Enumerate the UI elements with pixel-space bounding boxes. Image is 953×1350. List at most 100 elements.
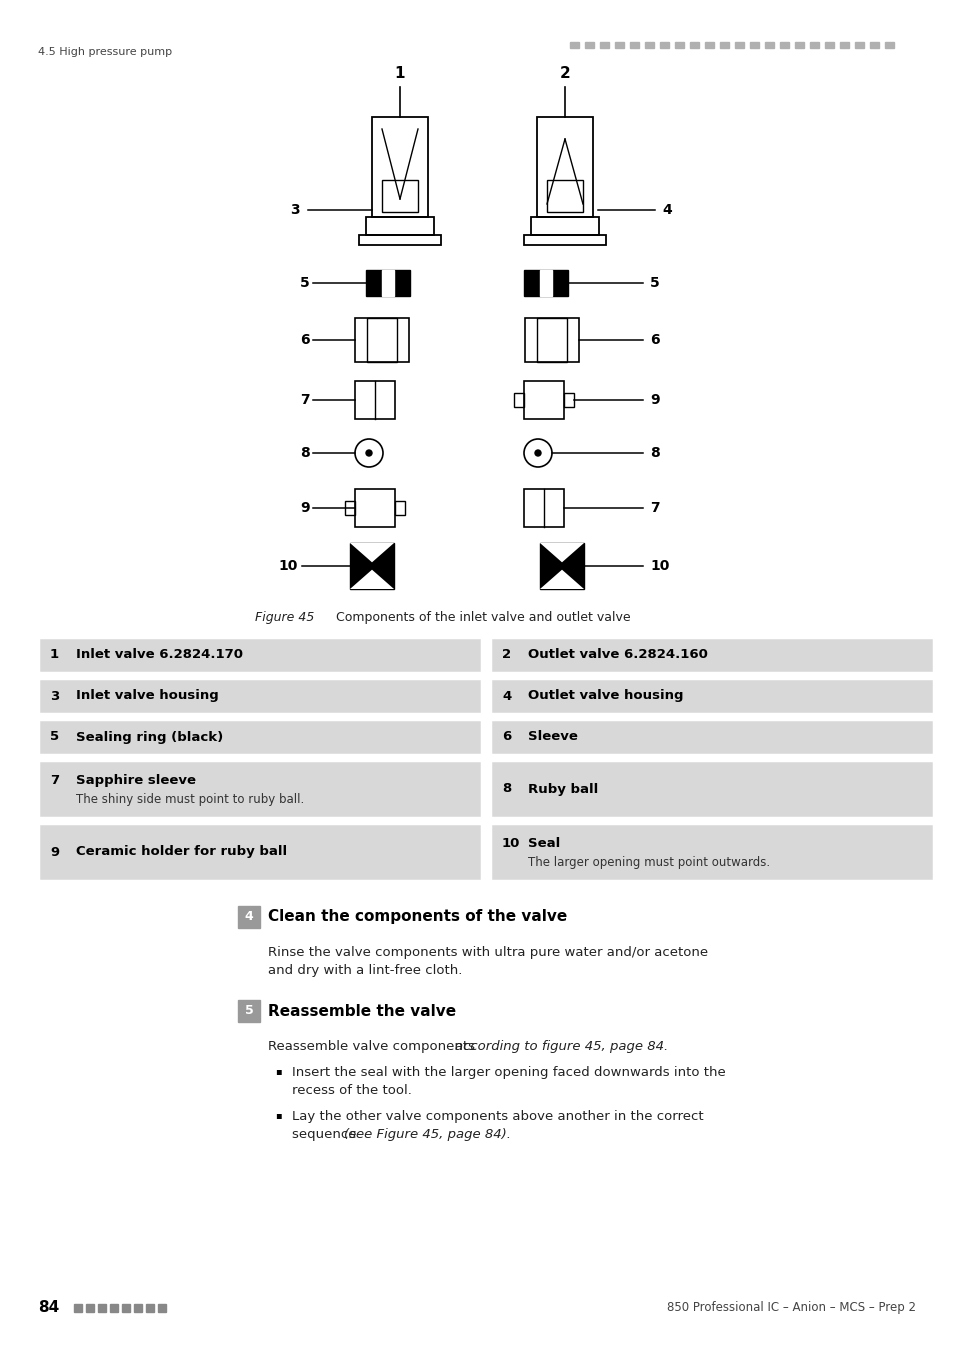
Bar	[38, 720, 481, 755]
Bar	[381, 270, 394, 296]
Text: 4: 4	[244, 910, 253, 923]
Text: 3: 3	[50, 690, 59, 702]
Text: Lay the other valve components above another in the correct: Lay the other valve components above ano…	[292, 1110, 703, 1123]
Bar	[237, 1000, 260, 1022]
Text: 10: 10	[278, 559, 297, 572]
Text: 10: 10	[649, 559, 669, 572]
Bar	[514, 393, 523, 406]
Bar	[38, 720, 481, 755]
Bar	[780, 42, 788, 49]
Text: 4: 4	[501, 690, 511, 702]
Bar	[490, 637, 933, 674]
Bar	[38, 637, 481, 674]
Bar	[110, 1304, 118, 1312]
Bar	[74, 1304, 82, 1312]
Bar	[824, 42, 833, 49]
Bar	[490, 720, 933, 755]
Text: Outlet valve 6.2824.160: Outlet valve 6.2824.160	[527, 648, 707, 662]
Text: Ceramic holder for ruby ball: Ceramic holder for ruby ball	[76, 845, 287, 859]
Text: 850 Professional IC – Anion – MCS – Prep 2: 850 Professional IC – Anion – MCS – Prep…	[666, 1301, 915, 1315]
Bar	[122, 1304, 130, 1312]
Bar	[490, 637, 933, 674]
Bar	[644, 42, 654, 49]
Bar	[689, 42, 699, 49]
Text: 10: 10	[501, 837, 519, 849]
Bar	[704, 42, 713, 49]
Text: Seal: Seal	[527, 837, 559, 849]
Bar	[366, 270, 410, 296]
Text: 7: 7	[50, 774, 59, 787]
Bar	[749, 42, 759, 49]
Bar	[38, 678, 481, 714]
Text: Insert the seal with the larger opening faced downwards into the: Insert the seal with the larger opening …	[292, 1066, 725, 1079]
Bar	[734, 42, 743, 49]
Polygon shape	[539, 570, 583, 589]
Bar	[523, 489, 563, 526]
Text: 2: 2	[501, 648, 511, 662]
Text: 3: 3	[290, 202, 299, 217]
Text: 84: 84	[38, 1300, 59, 1315]
Bar	[720, 42, 728, 49]
Bar	[539, 270, 552, 296]
Bar	[599, 42, 608, 49]
Text: Inlet valve 6.2824.170: Inlet valve 6.2824.170	[76, 648, 243, 662]
Bar	[38, 637, 481, 674]
Bar	[490, 678, 933, 714]
Bar	[98, 1304, 106, 1312]
Text: Reassemble valve components: Reassemble valve components	[268, 1040, 478, 1053]
Text: 6: 6	[300, 333, 310, 347]
Bar	[539, 543, 583, 589]
Text: Sapphire sleeve: Sapphire sleeve	[76, 774, 195, 787]
Text: 5: 5	[300, 275, 310, 290]
Bar	[531, 217, 598, 235]
Text: 6: 6	[649, 333, 659, 347]
Bar	[158, 1304, 166, 1312]
Text: Figure 45: Figure 45	[254, 610, 314, 624]
Bar	[794, 42, 803, 49]
Text: sequence: sequence	[292, 1129, 360, 1141]
Bar	[629, 42, 639, 49]
Bar	[366, 217, 434, 235]
Bar	[537, 319, 566, 362]
Bar	[372, 117, 428, 217]
Text: 9: 9	[50, 845, 59, 859]
Bar	[350, 543, 394, 589]
Bar	[840, 42, 848, 49]
Bar	[38, 760, 481, 818]
Text: 5: 5	[649, 275, 659, 290]
Bar	[659, 42, 668, 49]
Text: ▪: ▪	[274, 1110, 281, 1120]
Bar	[395, 501, 405, 514]
Text: 8: 8	[300, 446, 310, 460]
Bar	[86, 1304, 94, 1312]
Bar	[584, 42, 594, 49]
Text: 8: 8	[649, 446, 659, 460]
Text: Outlet valve housing: Outlet valve housing	[527, 690, 682, 702]
Bar	[381, 180, 417, 212]
Polygon shape	[350, 570, 394, 589]
Text: 1: 1	[50, 648, 59, 662]
Text: 9: 9	[649, 393, 659, 406]
Bar	[490, 720, 933, 755]
Bar	[490, 678, 933, 714]
Bar	[563, 393, 574, 406]
Bar	[569, 42, 578, 49]
Text: 4.5 High pressure pump: 4.5 High pressure pump	[38, 47, 172, 57]
Bar	[490, 824, 933, 882]
Bar	[615, 42, 623, 49]
Text: recess of the tool.: recess of the tool.	[292, 1084, 412, 1098]
Text: 7: 7	[300, 393, 310, 406]
Bar	[490, 760, 933, 818]
Bar	[38, 678, 481, 714]
Bar	[523, 235, 605, 244]
Polygon shape	[350, 543, 394, 563]
Bar	[355, 489, 395, 526]
Bar	[490, 824, 933, 882]
Bar	[345, 501, 355, 514]
Bar	[38, 824, 481, 882]
Text: Rinse the valve components with ultra pure water and/or acetone: Rinse the valve components with ultra pu…	[268, 946, 707, 958]
Bar	[884, 42, 893, 49]
Bar	[355, 381, 395, 418]
Bar	[355, 319, 409, 362]
Bar	[869, 42, 878, 49]
